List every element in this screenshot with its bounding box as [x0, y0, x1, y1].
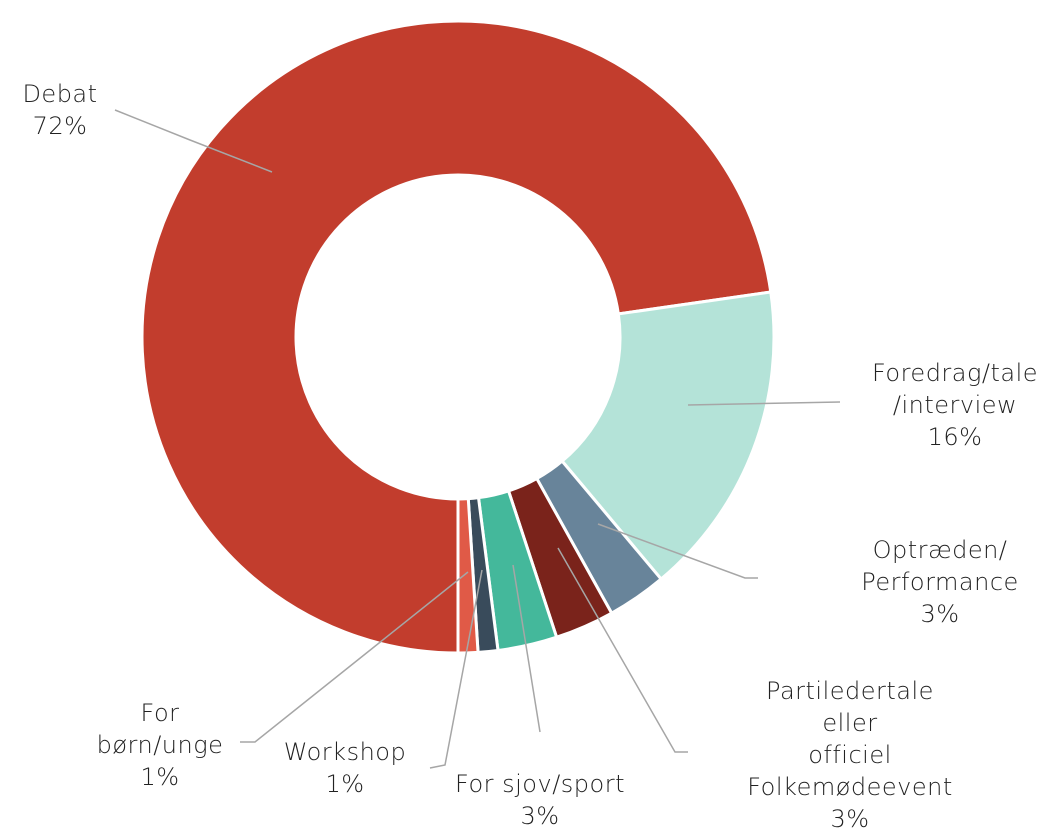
category-label: Partiledertale eller officiel Folkemødee… — [747, 677, 953, 801]
leader-line — [557, 547, 688, 753]
wedge — [140, 19, 773, 655]
category-label: Optræden/ Performance — [861, 536, 1019, 596]
category-label: Debat — [22, 80, 98, 108]
value-label: 3% — [920, 600, 960, 628]
leader-line — [240, 571, 469, 743]
value-label: 1% — [140, 763, 180, 791]
value-label: 3% — [830, 805, 870, 833]
category-label: Foredrag/tale /interview — [871, 359, 1039, 419]
data-label: Workshop 1% — [284, 736, 406, 800]
category-label: For børn/unge — [96, 699, 224, 759]
wedge — [560, 290, 776, 582]
data-label: Optræden/ Performance 3% — [861, 534, 1019, 630]
value-label: 16% — [927, 423, 983, 451]
leader-line — [597, 523, 758, 579]
leader-line — [429, 569, 483, 769]
data-label: Foredrag/tale /interview 16% — [872, 357, 1038, 453]
data-label: Partiledertale eller officiel Folkemødee… — [743, 675, 957, 835]
data-label: For børn/unge 1% — [97, 697, 224, 793]
category-label: For sjov/sport — [455, 770, 625, 798]
leader-line — [687, 401, 841, 406]
leader-line — [512, 564, 541, 733]
category-label: Workshop — [283, 738, 407, 766]
value-label: 3% — [520, 802, 560, 830]
leader-line — [114, 109, 273, 173]
data-label: Debat 72% — [22, 78, 97, 142]
value-label: 72% — [32, 112, 88, 140]
value-label: 1% — [325, 770, 365, 798]
data-label: For sjov/sport 3% — [455, 768, 625, 832]
